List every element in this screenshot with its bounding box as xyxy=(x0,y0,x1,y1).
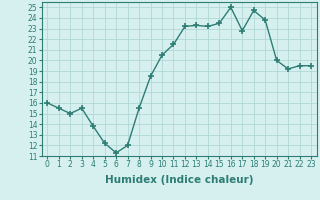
X-axis label: Humidex (Indice chaleur): Humidex (Indice chaleur) xyxy=(105,175,253,185)
